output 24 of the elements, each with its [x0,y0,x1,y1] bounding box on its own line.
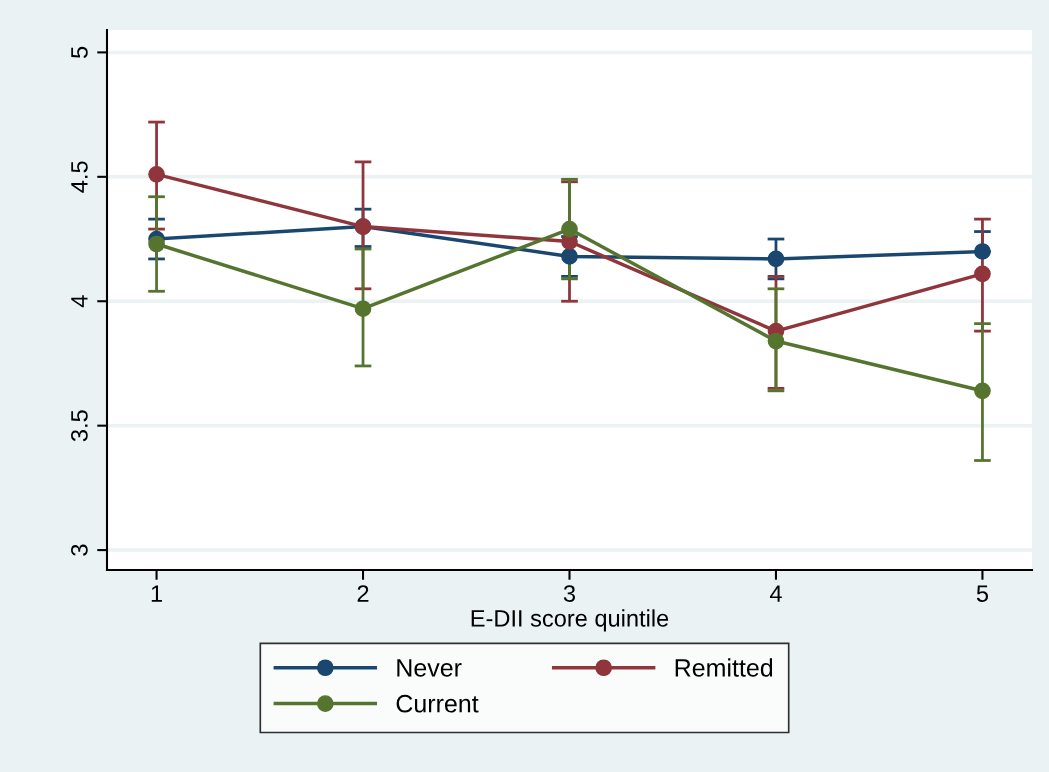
point [767,250,785,268]
x-tick-label: 3 [563,585,576,602]
y-tick-label: 5 [71,46,88,59]
legend-label: Never [397,659,462,677]
x-tick-label: 1 [151,585,162,602]
point [148,235,165,253]
x-tick-label: 4 [769,585,782,602]
x-tick-label: 2 [357,585,369,602]
point [974,243,991,260]
point [561,220,578,238]
point [148,165,165,183]
x-tick-label: 5 [976,585,989,602]
y-tick-label: 4.5 [71,161,88,193]
point [354,300,372,318]
legend-label: Current [396,694,479,713]
point [561,248,578,265]
point [974,265,991,283]
y-tick-label: 3.5 [71,410,88,442]
y-tick-label: 4 [71,295,88,308]
y-tick-label: 3 [71,544,88,556]
x-axis-title: E-DII score quintile [471,609,669,632]
point [974,382,991,400]
point [767,332,785,350]
legend-label: Remitted [675,658,773,677]
